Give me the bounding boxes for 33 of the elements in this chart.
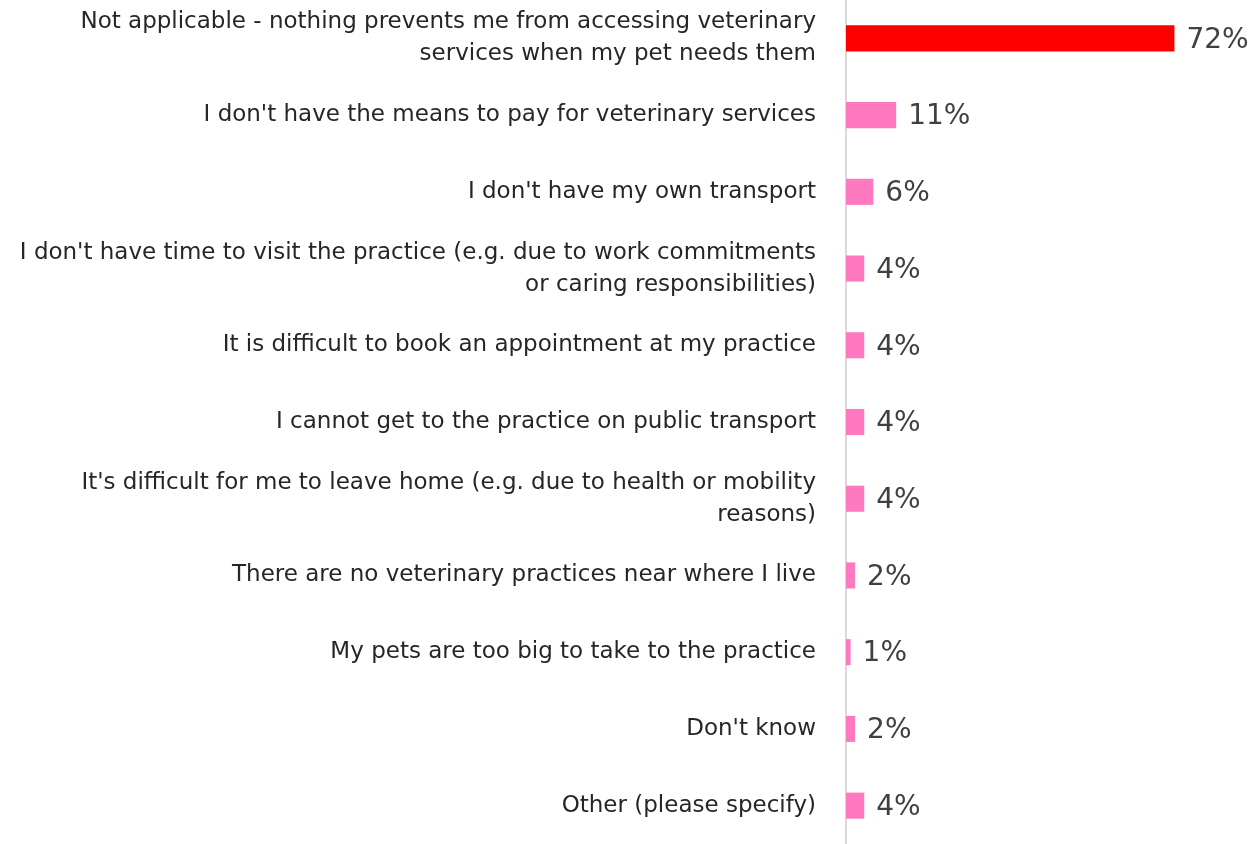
y-tick-label: Other (please specify) [561, 790, 816, 817]
bar [846, 408, 865, 436]
y-tick-label: Not applicable - nothing prevents me from accessing veterinary services when my pet needs them [80, 7, 816, 66]
bar [846, 178, 874, 205]
data-label: 4% [876, 482, 921, 516]
bar [846, 562, 856, 589]
y-tick-label: Don't know [686, 713, 816, 740]
bar [846, 255, 865, 282]
bar [846, 715, 856, 742]
data-label: 4% [876, 251, 921, 285]
y-tick-label: I cannot get to the practice on public transport [276, 406, 816, 433]
data-label: 2% [867, 712, 912, 746]
y-tick-label: It is difficult to book an appointment at my practice [222, 330, 816, 357]
bar [846, 639, 851, 666]
data-label: 1% [862, 635, 907, 669]
data-label: 4% [876, 788, 921, 822]
data-label: 4% [876, 328, 921, 362]
y-tick-label: My pets are too big to take to the practice [330, 637, 816, 664]
y-tick-label: It's difficult for me to leave home (e.g. due to health or mobility reasons) [81, 467, 816, 526]
y-tick-label: I don't have my own transport [467, 176, 816, 203]
data-label: 11% [908, 98, 971, 132]
bar [846, 485, 865, 512]
y-tick-label: I don't have time to visit the practice (e.g. due to work commitments or caring responsibilities) [19, 237, 816, 296]
bar [846, 332, 865, 359]
y-tick-label: I don't have the means to pay for veterinary services [203, 100, 816, 127]
bar [846, 792, 865, 819]
data-label: 2% [867, 558, 912, 592]
data-label: 72% [1186, 21, 1249, 55]
y-tick-label: There are no veterinary practices near where I live [231, 560, 816, 587]
data-label: 6% [885, 175, 930, 209]
data-label: 4% [876, 405, 921, 439]
bar [846, 25, 1175, 52]
bar [846, 102, 897, 129]
